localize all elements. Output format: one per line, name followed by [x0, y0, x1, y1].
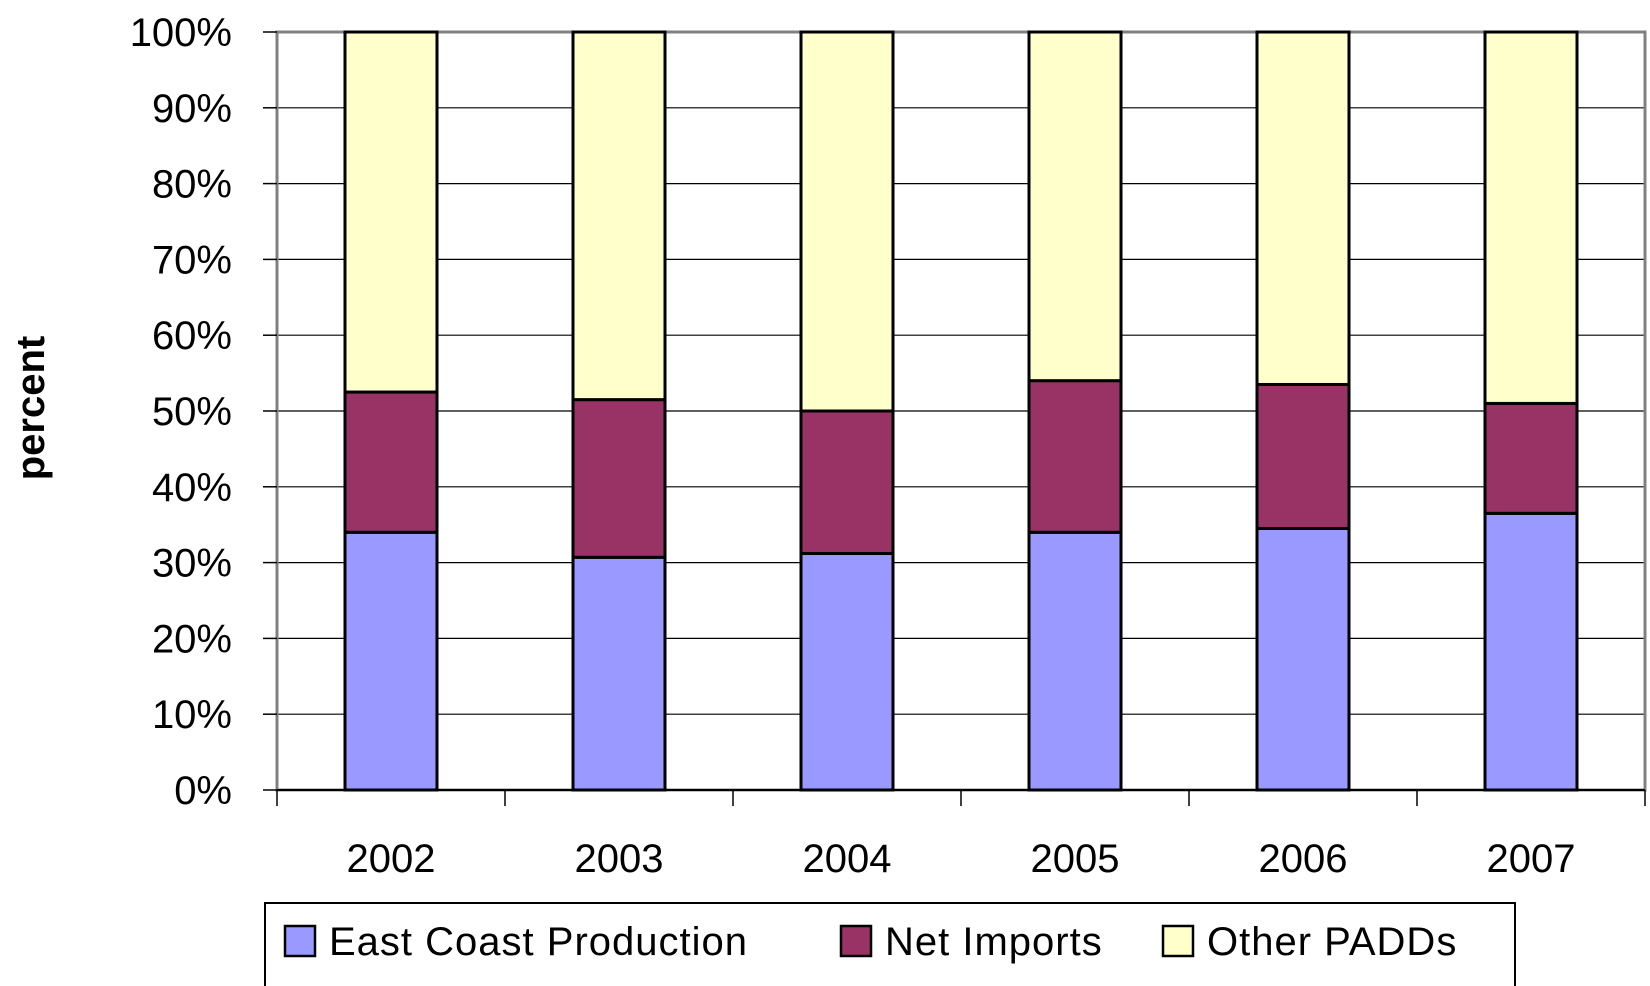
gridlines	[275, 30, 1647, 792]
x-tick-label: 2002	[347, 837, 436, 881]
bar-segment	[1027, 379, 1123, 534]
bar-segment	[343, 30, 439, 394]
x-tick-label: 2004	[803, 837, 892, 881]
legend-swatch	[839, 924, 873, 958]
x-tick-label: 2007	[1487, 837, 1576, 881]
bar-segment	[1255, 382, 1351, 530]
bar-segment	[1483, 30, 1579, 405]
bar-segment	[343, 530, 439, 792]
y-tick-label: 50%	[152, 390, 232, 434]
bar-segment	[1255, 526, 1351, 792]
bar-segment	[1483, 511, 1579, 792]
y-tick-label: 10%	[152, 693, 232, 737]
bar-segment	[1483, 401, 1579, 515]
bar-segment	[343, 390, 439, 534]
x-axis: 2002 2003 2004 2005 2006 2007	[276, 789, 1646, 881]
legend-label: Other PADDs	[1207, 920, 1457, 964]
legend-box	[264, 902, 1516, 986]
y-axis-title: percent	[9, 336, 53, 481]
bar-segment	[571, 398, 667, 559]
bar-segment	[571, 30, 667, 402]
x-tick-label: 2006	[1259, 837, 1348, 881]
y-tick-label: 100%	[130, 11, 232, 55]
bar-segment	[1027, 530, 1123, 792]
y-tick-label: 60%	[152, 314, 232, 358]
y-tick-label: 80%	[152, 163, 232, 207]
bars	[343, 30, 1579, 792]
legend: East Coast Production Net Imports Other PA…	[264, 902, 1516, 986]
x-tick-label: 2003	[575, 837, 664, 881]
y-tick-label: 30%	[152, 542, 232, 586]
bar-segment	[799, 552, 895, 792]
y-tick-label: 70%	[152, 238, 232, 282]
y-tick-label: 20%	[152, 617, 232, 661]
bar-segment	[799, 30, 895, 413]
y-axis-ticks: 0% 10% 20% 30% 40% 50% 60% 70% 80% 90% 100%	[130, 11, 277, 813]
bar-segment	[1255, 30, 1351, 386]
legend-label: East Coast Production	[329, 920, 748, 964]
legend-swatch	[283, 924, 317, 958]
bar-segment	[1027, 30, 1123, 383]
y-tick-label: 40%	[152, 466, 232, 510]
y-tick-label: 90%	[152, 87, 232, 131]
legend-label: Net Imports	[885, 920, 1103, 964]
legend-swatch	[1161, 924, 1195, 958]
bar-segment	[571, 555, 667, 792]
bar-segment	[799, 409, 895, 556]
y-tick-label: 0%	[174, 769, 232, 813]
x-tick-label: 2005	[1031, 837, 1120, 881]
